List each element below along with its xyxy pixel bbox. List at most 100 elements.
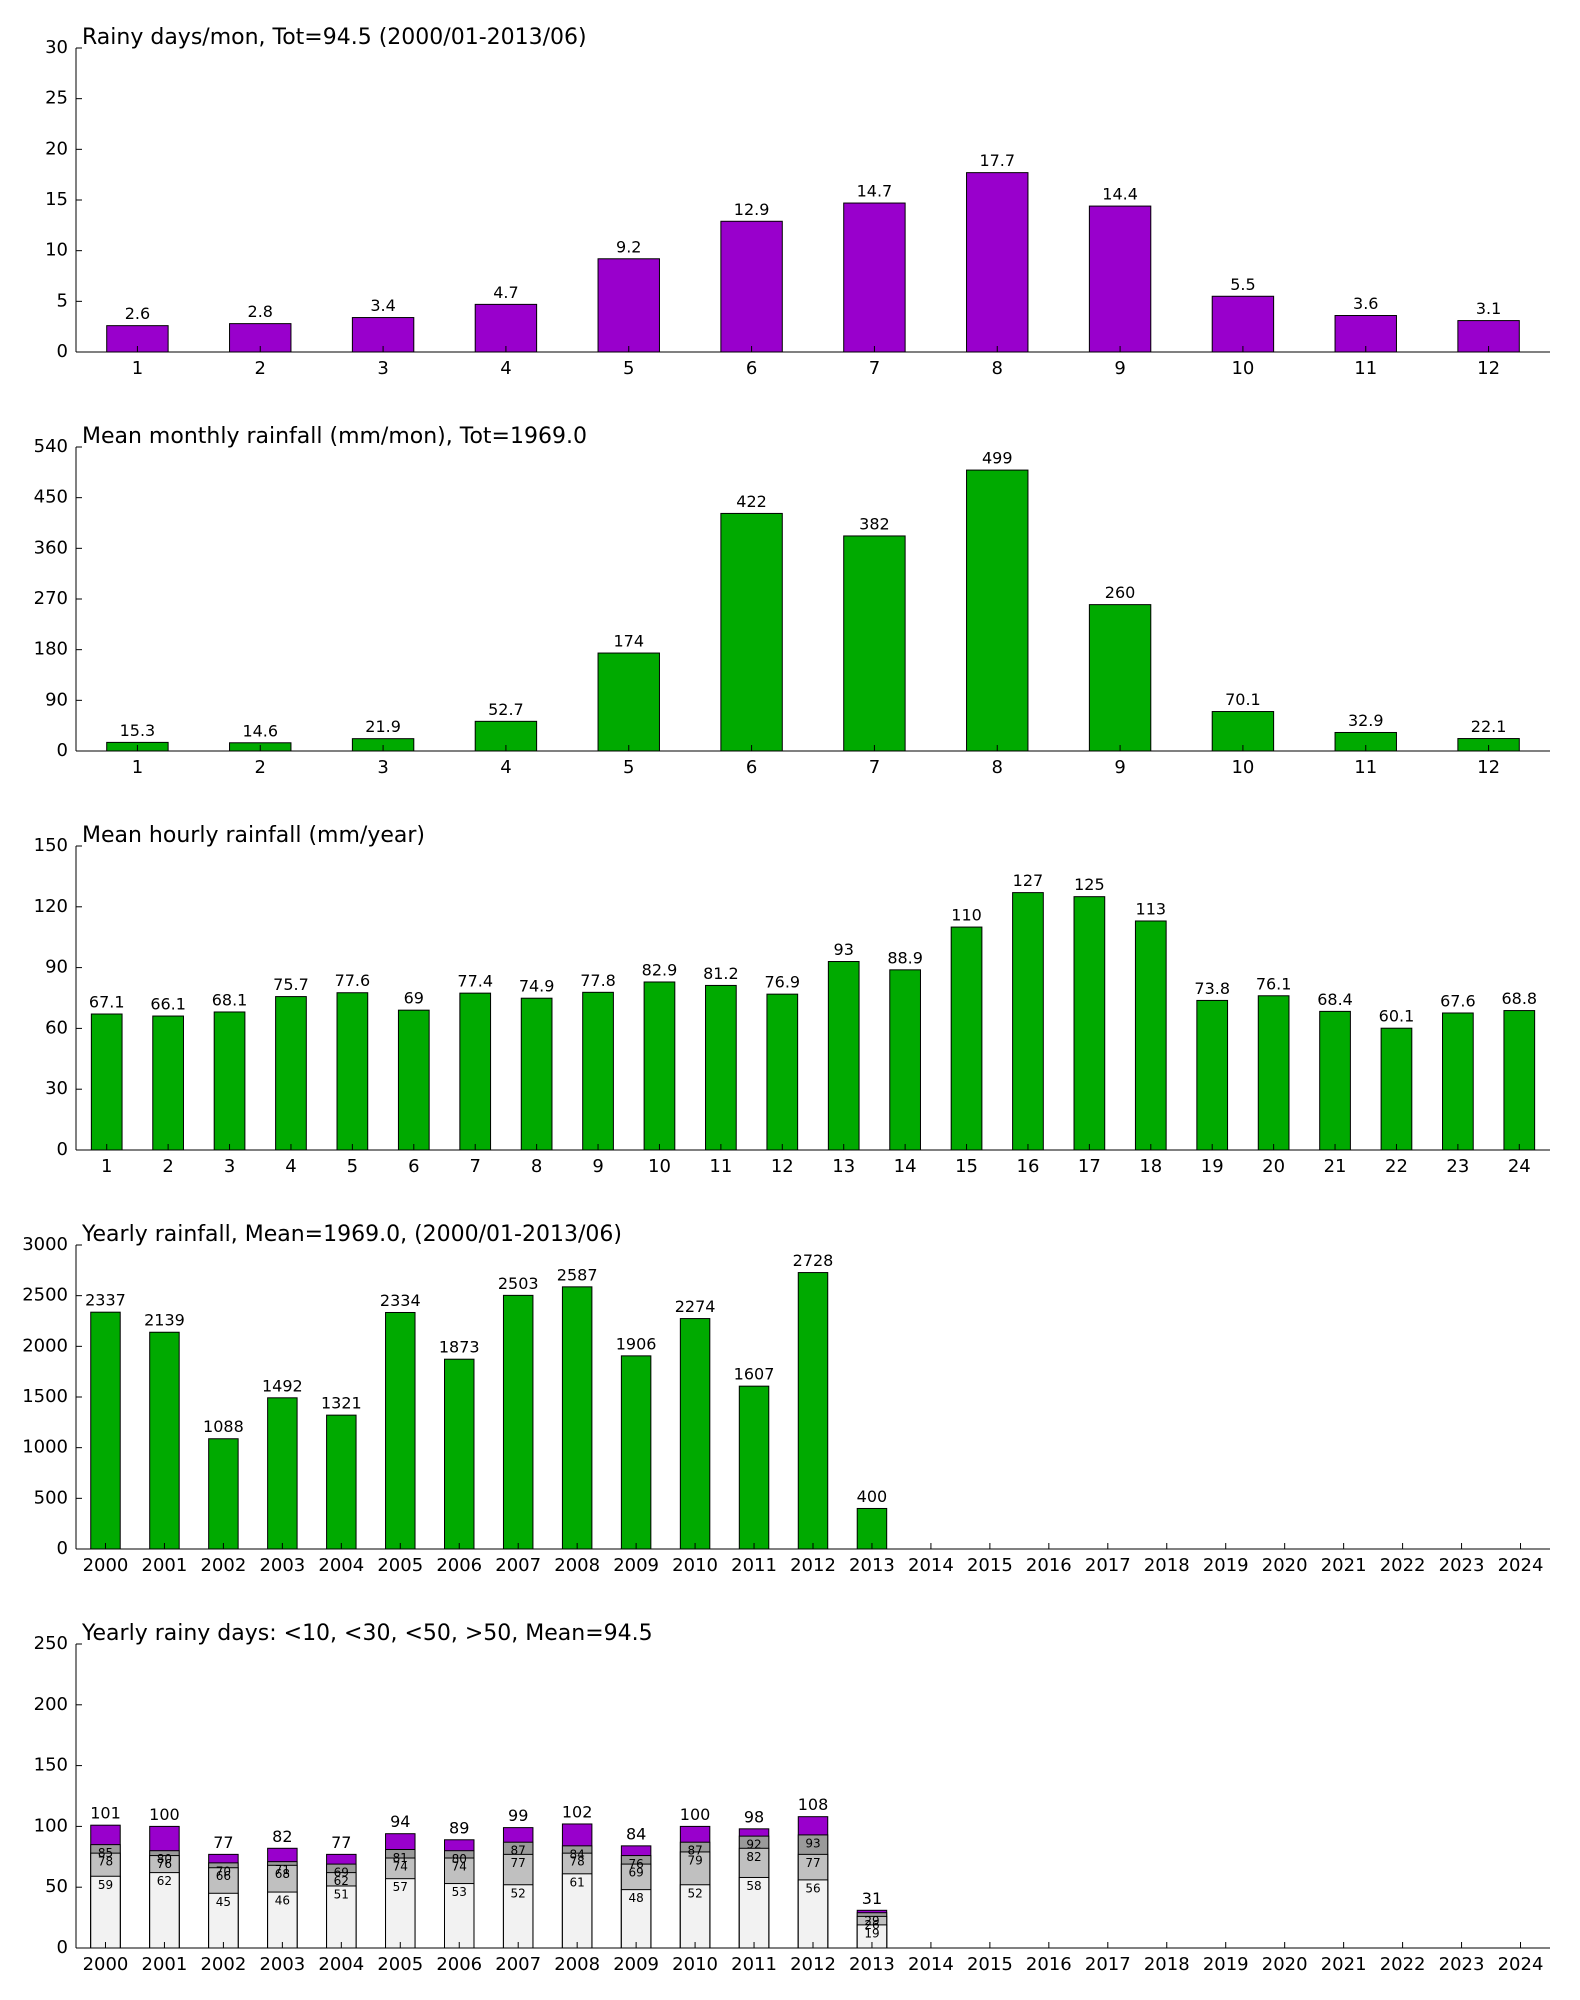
value-label: 1873 [439, 1338, 480, 1357]
x-tick-label: 19 [1201, 1156, 1224, 1177]
x-tick-label: 2005 [377, 1555, 423, 1576]
x-tick-label: 1 [132, 358, 143, 379]
y-tick-label: 20 [45, 138, 68, 159]
bar [149, 1872, 180, 1949]
value-label: 260 [1105, 583, 1136, 602]
x-tick-label: 2024 [1498, 1555, 1544, 1576]
bar [582, 991, 614, 1151]
x-tick-label: 12 [771, 1156, 794, 1177]
y-tick-label: 200 [34, 1694, 68, 1715]
x-tick-label: 2011 [731, 1954, 777, 1975]
bar [643, 981, 676, 1151]
x-tick-label: 10 [1231, 358, 1254, 379]
bar [1380, 1027, 1413, 1151]
y-tick-label: 540 [34, 436, 68, 457]
bar [597, 652, 660, 752]
y-tick-label: 360 [34, 537, 68, 558]
x-tick-label: 2009 [613, 1954, 659, 1975]
x-tick-label: 2016 [1026, 1954, 1072, 1975]
bar [336, 992, 369, 1151]
x-tick-label: 2024 [1498, 1954, 1544, 1975]
value-label: 81 [393, 1851, 408, 1865]
chart-title: Mean monthly rainfall (mm/mon), Tot=1969… [82, 424, 587, 449]
x-tick-label: 1 [101, 1156, 112, 1177]
bar [1088, 604, 1152, 752]
value-label: 74 [393, 1860, 408, 1874]
x-tick-label: 8 [531, 1156, 542, 1177]
value-label: 56 [805, 1881, 820, 1895]
x-tick-label: 5 [347, 1156, 358, 1177]
x-tick-label: 2020 [1262, 1555, 1308, 1576]
x-tick-label: 8 [992, 757, 1003, 778]
bar [797, 1879, 829, 1949]
value-label: 1088 [203, 1417, 244, 1436]
x-tick-label: 15 [955, 1156, 978, 1177]
x-tick-label: 4 [500, 757, 511, 778]
value-label: 2337 [85, 1291, 126, 1310]
bar [843, 202, 906, 353]
value-label: 82 [746, 1850, 761, 1864]
bar [275, 996, 307, 1151]
x-tick-label: 14 [894, 1156, 917, 1177]
x-tick-label: 2021 [1321, 1954, 1367, 1975]
value-label: 1492 [262, 1376, 303, 1395]
value-label: 92 [746, 1838, 761, 1852]
x-tick-label: 2007 [495, 1555, 541, 1576]
x-tick-label: 2018 [1144, 1555, 1190, 1576]
value-label: 499 [982, 449, 1013, 468]
y-tick-label: 2500 [22, 1285, 68, 1306]
bar [950, 926, 983, 1151]
value-label: 19 [864, 1926, 879, 1940]
y-tick-label: 90 [45, 957, 68, 978]
x-tick-label: 2019 [1203, 1555, 1249, 1576]
bar [856, 1507, 888, 1550]
x-tick-label: 20 [1262, 1156, 1285, 1177]
x-tick-label: 12 [1477, 757, 1500, 778]
value-label: 51 [334, 1887, 349, 1901]
y-tick-label: 270 [34, 588, 68, 609]
bar [474, 303, 538, 353]
value-label: 98 [744, 1807, 764, 1826]
value-label: 26 [864, 1918, 879, 1932]
x-tick-label: 2003 [259, 1954, 305, 1975]
value-label: 17.7 [979, 151, 1015, 170]
value-label: 22.1 [1471, 717, 1507, 736]
value-label: 84 [570, 1847, 585, 1861]
value-label: 93 [834, 940, 854, 959]
value-label: 57 [393, 1880, 408, 1894]
bar [326, 1414, 357, 1550]
value-label: 77.8 [580, 971, 616, 990]
value-label: 3.4 [370, 296, 395, 315]
x-tick-label: 17 [1078, 1156, 1101, 1177]
bar [1134, 920, 1167, 1151]
value-label: 81.2 [703, 964, 739, 983]
bar [620, 1355, 652, 1550]
bar [766, 993, 799, 1151]
bar [966, 469, 1029, 752]
y-tick-label: 10 [45, 240, 68, 261]
value-label: 77 [511, 1856, 526, 1870]
value-label: 74.9 [519, 977, 555, 996]
bar [889, 969, 921, 1151]
y-tick-label: 500 [34, 1487, 68, 1508]
x-tick-label: 2001 [142, 1954, 188, 1975]
bar [1503, 1010, 1536, 1151]
x-tick-label: 10 [1231, 757, 1254, 778]
x-tick-label: 2012 [790, 1555, 836, 1576]
x-tick-label: 2002 [200, 1954, 246, 1975]
bar [597, 258, 660, 353]
chart-title: Yearly rainfall, Mean=1969.0, (2000/01-2… [81, 1222, 622, 1247]
y-tick-label: 100 [34, 1815, 68, 1836]
x-tick-label: 2007 [495, 1954, 541, 1975]
value-label: 84 [626, 1824, 646, 1843]
value-label: 108 [798, 1795, 829, 1814]
y-tick-label: 50 [45, 1876, 68, 1897]
value-label: 2139 [144, 1311, 185, 1330]
bar [679, 1884, 711, 1949]
y-tick-label: 1500 [22, 1386, 68, 1407]
bar [502, 1294, 534, 1550]
value-label: 1321 [321, 1394, 362, 1413]
x-tick-label: 6 [408, 1156, 419, 1177]
x-tick-label: 5 [623, 757, 634, 778]
y-tick-label: 60 [45, 1017, 68, 1038]
